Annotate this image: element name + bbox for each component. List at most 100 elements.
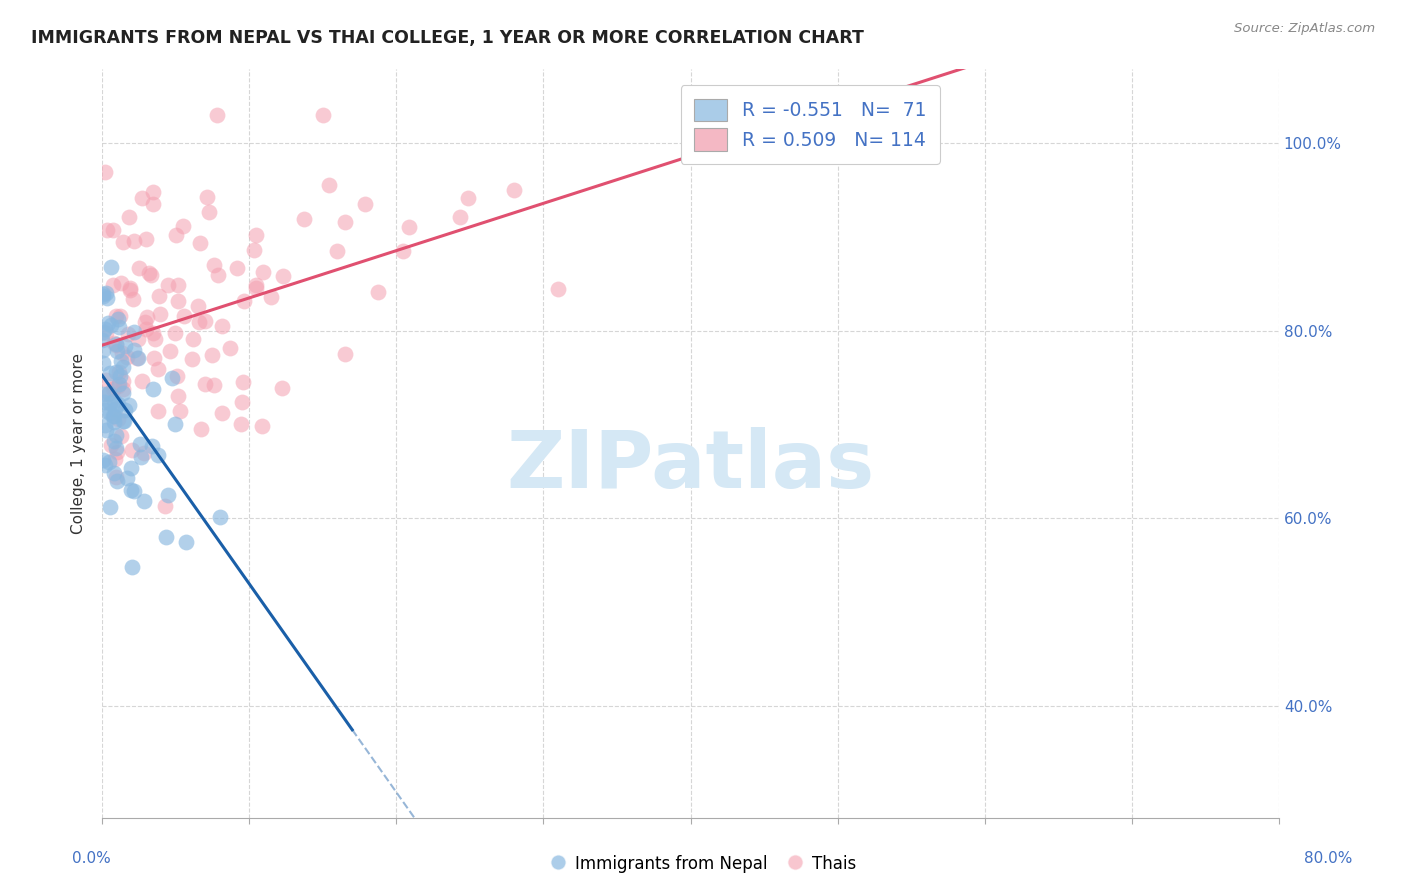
Point [353, 197, 375, 211]
Point [111, 414, 134, 428]
Point [245, 228, 267, 243]
Point [122, 234, 145, 248]
Point [115, 350, 138, 364]
Point [114, 339, 136, 353]
Point [98, 500, 121, 514]
Point [103, 467, 125, 481]
Point [101, 277, 124, 292]
Point [318, 178, 340, 192]
Point [104, 309, 127, 323]
Point [122, 325, 145, 339]
Point [104, 441, 127, 455]
Point [232, 376, 254, 390]
Point [103, 335, 125, 350]
Point [183, 332, 205, 346]
Point [202, 378, 225, 392]
Point [138, 266, 160, 280]
Point [187, 299, 209, 313]
Point [94, 458, 117, 472]
Point [391, 244, 413, 259]
Point [159, 343, 181, 358]
Point [131, 374, 153, 388]
Point [135, 232, 157, 246]
Point [333, 215, 356, 229]
Point [146, 362, 169, 376]
Text: ZIPatlas: ZIPatlas [506, 426, 875, 505]
Point [142, 326, 165, 340]
Point [172, 219, 194, 234]
Point [91, 453, 114, 467]
Point [129, 450, 152, 465]
Point [111, 386, 134, 401]
Point [94, 322, 117, 336]
Point [110, 276, 132, 290]
Point [96, 291, 118, 305]
Point [231, 394, 253, 409]
Point [167, 389, 190, 403]
Point [122, 292, 145, 306]
Text: Source: ZipAtlas.com: Source: ZipAtlas.com [1234, 22, 1375, 36]
Point [105, 474, 128, 488]
Point [118, 210, 141, 224]
Point [163, 417, 186, 431]
Point [101, 223, 124, 237]
Point [91, 333, 114, 347]
Point [160, 371, 183, 385]
Point [91, 343, 114, 358]
Point [457, 191, 479, 205]
Point [157, 277, 180, 292]
Point [103, 409, 125, 423]
Point [94, 423, 117, 437]
Point [112, 414, 135, 428]
Point [94, 403, 117, 417]
Point [128, 436, 150, 450]
Point [198, 205, 221, 219]
Point [141, 268, 163, 283]
Point [135, 322, 157, 336]
Point [97, 386, 120, 401]
Point [229, 417, 252, 431]
Point [112, 382, 135, 396]
Point [104, 365, 127, 379]
Point [167, 277, 190, 292]
Legend: R = -0.551   N=  71, R = 0.509   N= 114: R = -0.551 N= 71, R = 0.509 N= 114 [681, 86, 941, 164]
Point [118, 398, 141, 412]
Point [312, 108, 335, 122]
Point [105, 336, 128, 351]
Point [205, 108, 228, 122]
Point [108, 365, 131, 379]
Point [124, 343, 146, 358]
Point [103, 381, 125, 395]
Point [250, 419, 273, 434]
Point [188, 236, 211, 251]
Point [105, 445, 128, 459]
Point [94, 417, 117, 432]
Point [292, 211, 315, 226]
Point [131, 191, 153, 205]
Point [211, 318, 233, 333]
Point [190, 422, 212, 436]
Point [111, 345, 134, 359]
Point [146, 448, 169, 462]
Point [93, 395, 115, 409]
Point [219, 341, 242, 355]
Point [835, 108, 858, 122]
Point [111, 360, 134, 375]
Point [125, 351, 148, 365]
Point [547, 282, 569, 296]
Point [128, 260, 150, 275]
Point [96, 326, 118, 340]
Point [98, 396, 121, 410]
Point [105, 470, 128, 484]
Point [108, 369, 131, 384]
Point [271, 381, 294, 395]
Point [165, 228, 187, 243]
Point [98, 366, 121, 380]
Point [110, 428, 132, 442]
Point [110, 354, 132, 368]
Point [202, 258, 225, 272]
Point [134, 315, 156, 329]
Point [98, 455, 121, 469]
Point [232, 294, 254, 309]
Point [153, 500, 176, 514]
